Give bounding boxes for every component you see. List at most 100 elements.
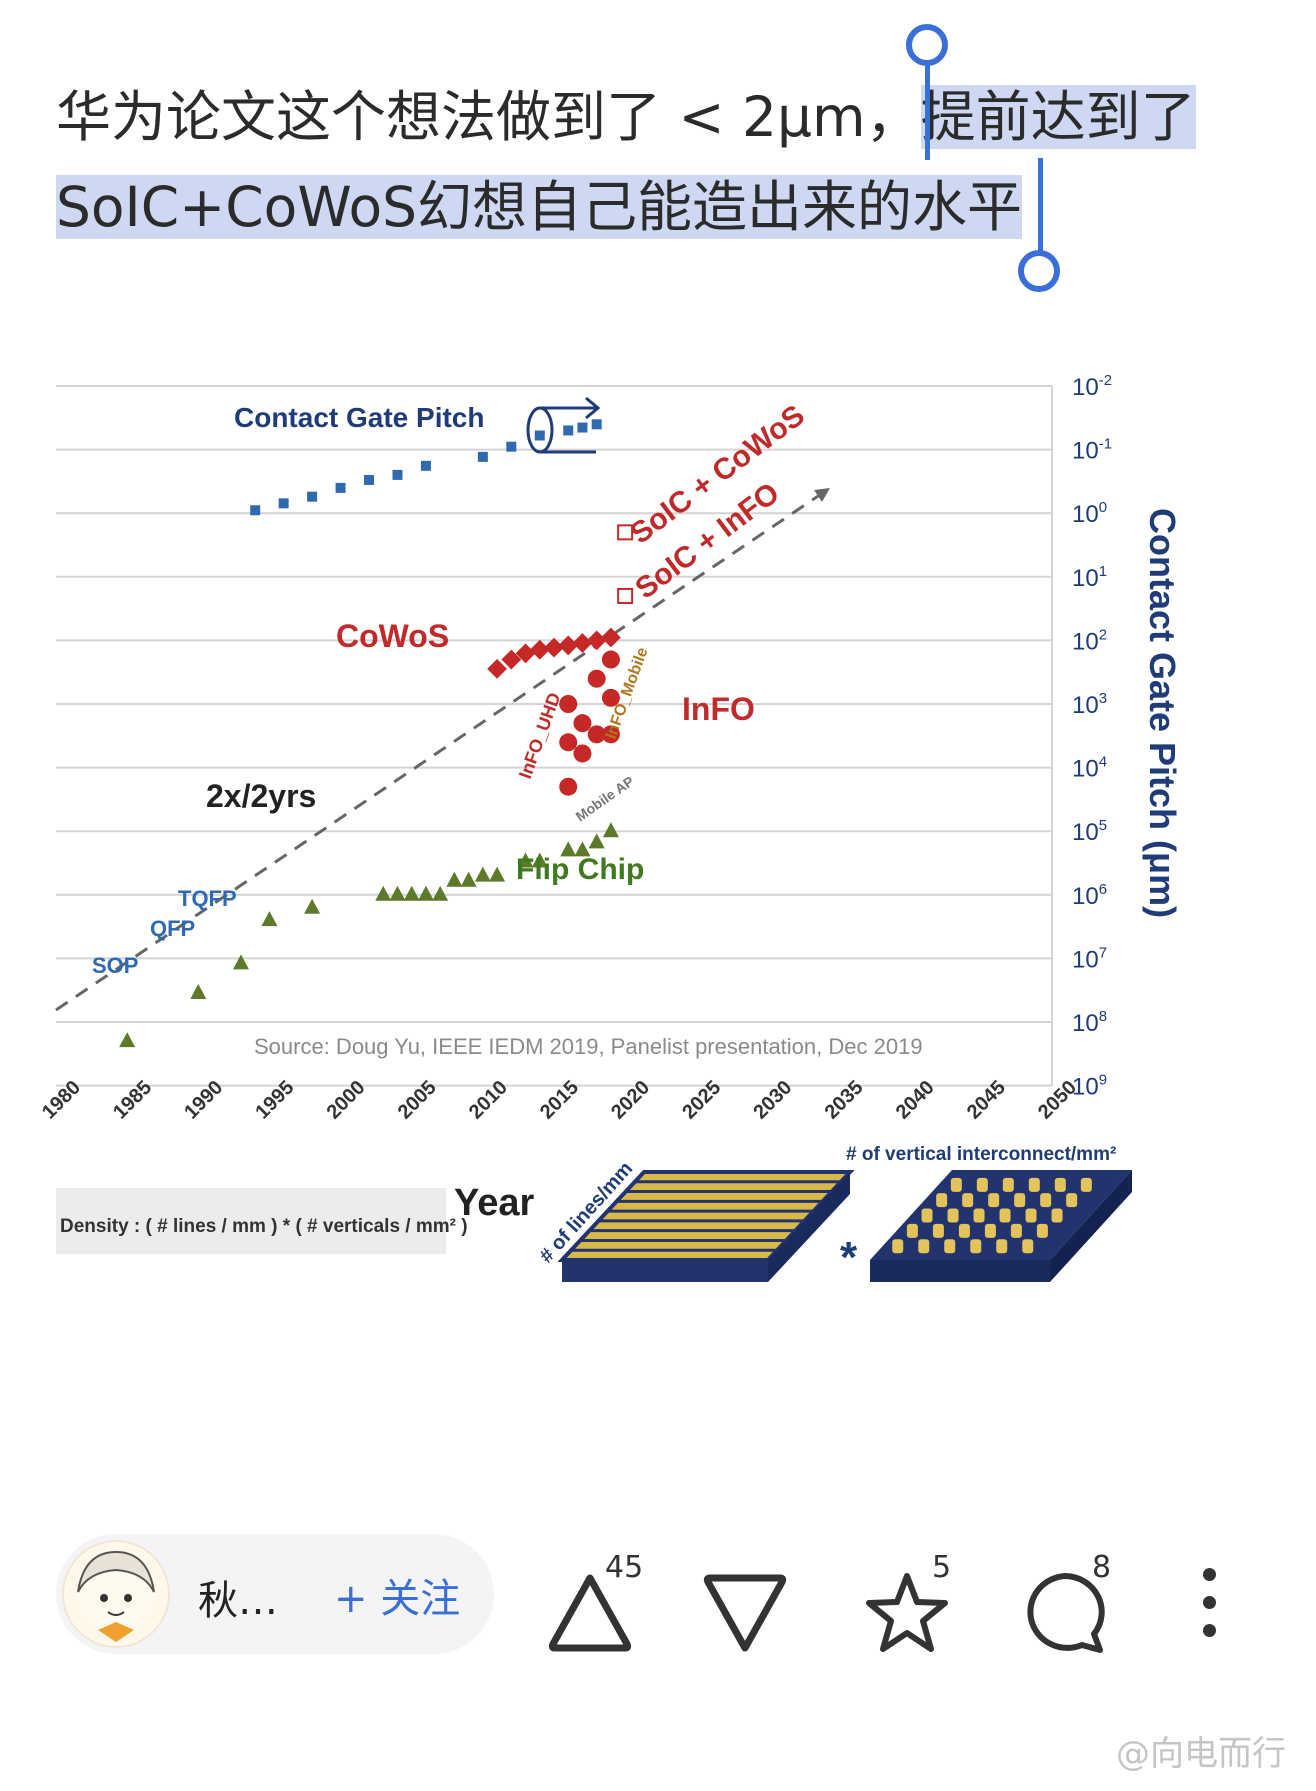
cowos-point <box>501 649 522 670</box>
chart-svg: 1980 1985 1990 1995 2000 2005 2010 2015 2020 2025… <box>38 372 1183 1282</box>
interconnect-dot <box>936 1193 948 1208</box>
flip-chip-point <box>403 885 420 901</box>
gate-pitch-point <box>477 451 488 462</box>
author-pill[interactable]: 秋… + 关注 <box>56 1534 494 1654</box>
x-tick-labels: 1980 1985 1990 1995 2000 2005 2010 2015 2020 2025… <box>38 1077 1081 1124</box>
y-tick-label: 109 <box>1072 1072 1107 1101</box>
x-tick-label: 1990 <box>180 1077 227 1124</box>
interconnect-dot <box>1054 1177 1066 1192</box>
flip-chip-point <box>375 885 392 901</box>
info-point <box>587 725 606 744</box>
gate-pitch-point <box>364 474 375 485</box>
post-text-selected-1[interactable]: 提前达到了 <box>920 85 1196 149</box>
interconnect-dot <box>996 1239 1008 1254</box>
interconnect-dot <box>1014 1193 1026 1208</box>
gate-pitch-point <box>392 469 403 480</box>
cowos-point <box>529 639 550 660</box>
cowos-point <box>487 658 507 679</box>
post-image[interactable]: 1980 1985 1990 1995 2000 2005 2010 2015 2020 2025… <box>0 370 1316 1360</box>
x-axis-label: Year <box>454 1182 535 1224</box>
x-tick-label: 2035 <box>821 1077 868 1124</box>
downvote-triangle-icon <box>703 1574 787 1652</box>
avatar[interactable] <box>62 1540 170 1648</box>
cowos-point <box>586 630 607 651</box>
info-point <box>559 733 578 752</box>
trend-label: 2x/2yrs <box>206 778 316 814</box>
right-axis-label: Contact Gate Pitch (μm) <box>1142 508 1183 918</box>
gate-pitch-point <box>307 491 318 502</box>
flip-chip-point <box>460 871 477 887</box>
x-tick-label: 1985 <box>109 1077 156 1124</box>
interconnect-dot <box>999 1208 1011 1223</box>
author-name[interactable]: 秋… <box>198 1578 278 1624</box>
interconnect-dot <box>944 1239 956 1254</box>
tqfp-label: TQFP <box>178 886 237 911</box>
mobile-ap-label: Mobile AP <box>573 773 637 825</box>
gate-pitch-point <box>534 430 545 441</box>
interconnect-dot <box>1025 1208 1037 1223</box>
y-tick-label: 102 <box>1072 626 1107 655</box>
x-tick-label: 2000 <box>323 1077 370 1124</box>
trend-arrowhead <box>814 488 830 502</box>
gate-pitch-point <box>506 441 517 452</box>
x-tick-label: 2005 <box>394 1077 441 1124</box>
interconnect-dot <box>1022 1239 1034 1254</box>
info-point <box>601 650 620 669</box>
vertical-interconnect-illustration <box>870 1170 1132 1282</box>
comment-button[interactable]: 8 <box>1020 1550 1140 1660</box>
soic-point <box>617 587 634 604</box>
gate-pitch-point <box>335 482 346 493</box>
selection-end-handle[interactable] <box>1018 250 1060 292</box>
cowos-label: CoWoS <box>336 618 449 654</box>
info-point <box>587 669 606 688</box>
y-tick-label: 108 <box>1072 1008 1107 1037</box>
interconnect-dot <box>984 1223 996 1238</box>
info-point <box>573 744 592 763</box>
gate-pitch-point <box>278 498 289 509</box>
flip-chip-point <box>446 871 463 887</box>
upvote-button[interactable]: 45 <box>545 1550 665 1660</box>
flip-chip-point <box>474 866 491 882</box>
cowos-point <box>572 633 593 653</box>
interconnect-dot <box>918 1239 930 1254</box>
multiply-symbol: * <box>840 1233 858 1282</box>
downvote-button[interactable] <box>700 1550 820 1660</box>
x-tick-label: 2040 <box>892 1077 939 1124</box>
interconnect-dot <box>1002 1177 1014 1192</box>
post-text: 华为论文这个想法做到了 < 2μm，提前达到了 SoIC+CoWoS幻想自己能造… <box>56 72 1256 252</box>
star-icon <box>866 1573 948 1652</box>
interconnect-dot <box>1066 1193 1078 1208</box>
y-tick-label: 10-2 <box>1072 372 1112 401</box>
info-point <box>601 688 620 707</box>
cowos-point <box>601 627 621 648</box>
flip-chip-point <box>588 833 605 849</box>
gate-pitch-point <box>250 505 261 516</box>
chart-grid <box>56 385 1053 1087</box>
favorite-count: 5 <box>932 1550 952 1585</box>
qfp-label: QFP <box>150 916 195 941</box>
interconnect-dot <box>988 1193 1000 1208</box>
selection-start-handle[interactable] <box>906 24 948 66</box>
contact-gate-pitch-label: Contact Gate Pitch <box>234 402 484 433</box>
flip-chip-point <box>417 885 434 901</box>
follow-button[interactable]: + 关注 <box>334 1576 461 1622</box>
interconnect-dot <box>1080 1177 1092 1192</box>
favorite-button[interactable]: 5 <box>862 1550 982 1660</box>
flip-chip-point <box>489 866 506 882</box>
interconnect-dot <box>932 1223 944 1238</box>
upvote-count: 45 <box>605 1550 644 1585</box>
info-point <box>559 777 578 796</box>
post-text-plain: 华为论文这个想法做到了 < 2μm， <box>56 85 921 149</box>
comment-bubble-icon <box>1027 1573 1105 1653</box>
interconnect-dot <box>1051 1208 1063 1223</box>
flip-chip-point <box>232 954 249 970</box>
more-options-icon[interactable] <box>1194 1568 1224 1658</box>
comment-count: 8 <box>1092 1550 1112 1585</box>
interconnect-dot <box>958 1223 970 1238</box>
post-text-selected-2[interactable]: SoIC+CoWoS幻想自己能造出来的水平 <box>56 175 1023 239</box>
selection-start-cursor <box>925 64 930 160</box>
flip-chip-point <box>560 841 577 857</box>
flip-chip-point <box>602 822 619 838</box>
flip-chip-point <box>517 852 534 868</box>
x-tick-label: 2025 <box>678 1077 725 1124</box>
